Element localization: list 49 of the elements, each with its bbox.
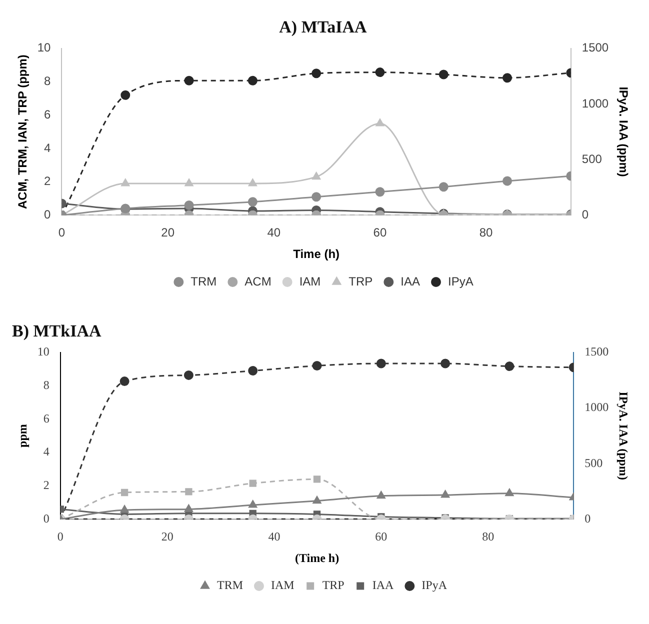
y-tick-label: 2 — [44, 174, 52, 188]
y-axis-title: ACM, TRM, IAN, TRP (ppm) — [16, 54, 30, 210]
chart-title: A) MTaIAA — [279, 18, 368, 37]
y2-tick-label: 1500 — [584, 344, 609, 359]
y2-tick-label: 0 — [582, 208, 589, 222]
x-tick-label: 20 — [161, 530, 174, 544]
y-tick-label: 10 — [37, 40, 52, 55]
legend-label: IAM — [299, 274, 321, 288]
x-tick-label: 60 — [375, 530, 388, 544]
legend-label: TRP — [348, 274, 373, 288]
y2-tick-label: 500 — [582, 152, 602, 166]
x-tick-label: 0 — [57, 530, 64, 544]
y-tick-label: 4 — [43, 444, 50, 459]
legend-label: IPyA — [422, 578, 448, 592]
x-tick-label: 80 — [482, 530, 494, 544]
x-tick-label: 0 — [58, 226, 66, 240]
y2-tick-label: 1000 — [584, 400, 609, 414]
legend-label: ACM — [244, 274, 272, 288]
y2-tick-label: 500 — [584, 456, 603, 470]
y-tick-label: 10 — [37, 344, 50, 359]
legend-label: TRP — [322, 578, 345, 592]
x-tick-label: 40 — [268, 530, 280, 544]
y-tick-label: 6 — [44, 107, 52, 122]
y2-tick-label: 1000 — [582, 96, 609, 110]
y2-tick-label: 0 — [584, 511, 591, 526]
x-tick-label: 80 — [479, 226, 494, 240]
x-tick-label: 40 — [267, 226, 281, 240]
y2-axis-title: IPyA. IAA (ppm) — [616, 392, 631, 480]
y2-axis-title: IPyA. IAA (ppm) — [616, 86, 630, 177]
legend-label: IAM — [271, 578, 295, 592]
legend-label: IPyA — [448, 274, 474, 288]
y-tick-label: 0 — [43, 511, 50, 526]
x-axis-title: Time (h) — [293, 247, 340, 262]
y-tick-label: 6 — [43, 411, 50, 426]
legend-label: IAA — [372, 578, 394, 592]
y-axis-title: ppm — [15, 424, 30, 448]
y-tick-label: 0 — [44, 208, 52, 222]
y-tick-label: 8 — [43, 378, 50, 392]
y-tick-label: 8 — [44, 74, 52, 88]
x-axis-title: (Time h) — [294, 550, 340, 565]
chart-title: B) MTkIAA — [12, 322, 102, 341]
y-tick-label: 4 — [44, 140, 52, 155]
y2-tick-label: 1500 — [582, 40, 609, 55]
legend-label: TRM — [190, 274, 217, 288]
legend-label: TRM — [216, 578, 244, 592]
y-tick-label: 2 — [43, 478, 50, 492]
x-tick-label: 60 — [373, 226, 387, 240]
x-tick-label: 20 — [161, 226, 175, 240]
legend-label: IAA — [400, 274, 420, 288]
